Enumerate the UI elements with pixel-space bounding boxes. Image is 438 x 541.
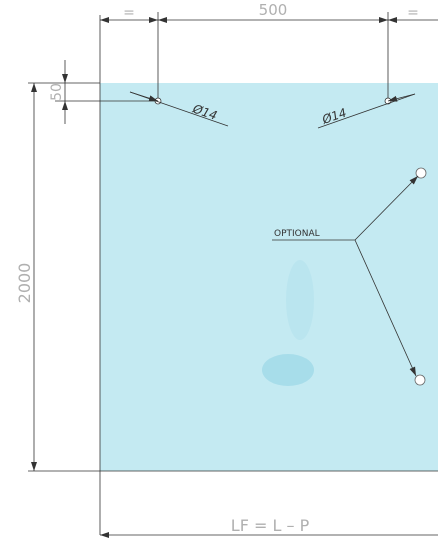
bottom-formula-label: LF = L – P <box>231 516 310 535</box>
glass-panel <box>100 83 438 471</box>
top-right-equal-label: = <box>407 5 419 21</box>
panel-smudge-faint <box>286 260 314 340</box>
hole-optional-lower <box>414 374 426 386</box>
extension-lines <box>28 12 438 535</box>
top-left-equal-label: = <box>123 5 135 21</box>
left-offset-label: 50 <box>49 83 65 101</box>
optional-leaders <box>272 175 419 377</box>
hole-optional-upper <box>415 167 427 179</box>
left-height-label: 2000 <box>15 263 34 304</box>
top-width-label: 500 <box>259 1 288 19</box>
panel-smudge <box>262 354 314 386</box>
hole-leaders <box>129 91 416 129</box>
optional-note-label: OPTIONAL <box>274 229 320 239</box>
